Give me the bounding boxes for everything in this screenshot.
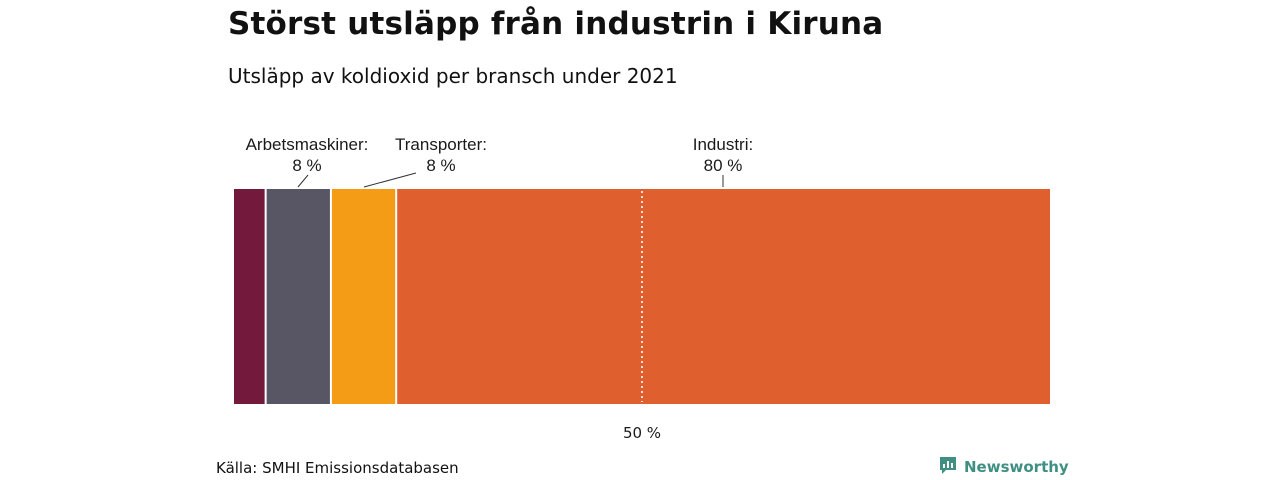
segment-labels: Arbetsmaskiner: 8 % Transporter: 8 % Industr…: [246, 135, 754, 175]
bar-segments: [234, 189, 1050, 404]
chart-title: Störst utsläpp från industrin i Kiruna: [228, 6, 884, 42]
bar-segment-industri: [397, 189, 1050, 404]
source-note: Källa: SMHI Emissionsdatabasen: [216, 459, 459, 477]
segment-value-industri: 80 %: [704, 156, 743, 175]
segment-value-transporter: 8 %: [426, 156, 455, 175]
segment-label-industri: Industri:: [693, 135, 753, 154]
bar-segment-ovrigt: [234, 189, 265, 404]
newsworthy-brand[interactable]: Newsworthy: [938, 455, 1069, 479]
chart-subtitle: Utsläpp av koldioxid per bransch under 2…: [228, 64, 678, 88]
brand-name: Newsworthy: [964, 458, 1069, 476]
segment-label-arbetsmaskiner: Arbetsmaskiner:: [246, 135, 369, 154]
reference-line-label: 50 %: [623, 424, 661, 442]
newsworthy-logo-icon: [938, 455, 958, 479]
leader-lines: [297, 172, 724, 188]
bar-segment-transporter: [331, 189, 396, 404]
bar-segment-arbetsmaskiner: [266, 189, 330, 404]
leader-line-arbetsmaskiner: [297, 174, 309, 188]
leader-line-transporter: [363, 172, 417, 188]
segment-label-transporter: Transporter:: [395, 135, 487, 154]
segment-value-arbetsmaskiner: 8 %: [292, 156, 321, 175]
